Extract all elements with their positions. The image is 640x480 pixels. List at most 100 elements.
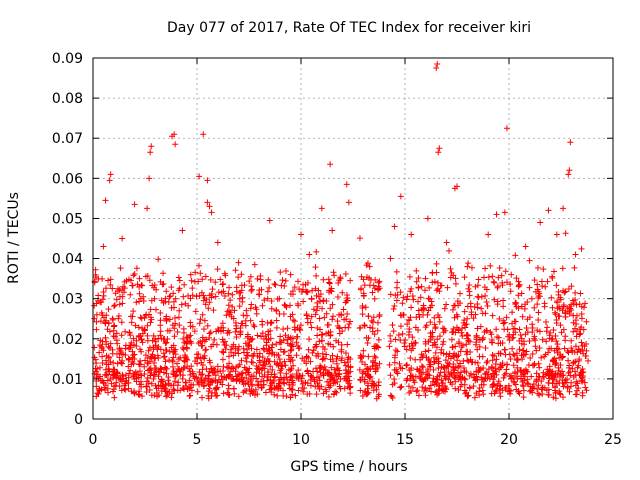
data-point (500, 320, 507, 327)
data-point (482, 265, 489, 272)
data-point (287, 347, 294, 354)
data-point (361, 378, 368, 385)
data-point (107, 358, 114, 365)
data-point (370, 319, 377, 326)
data-point (238, 271, 245, 278)
data-point (338, 312, 345, 319)
data-point (244, 333, 251, 340)
data-point (490, 278, 497, 285)
data-point (207, 359, 214, 366)
data-point (110, 386, 117, 393)
data-point (564, 376, 571, 383)
data-point (175, 274, 182, 281)
data-point (560, 303, 567, 310)
data-point (361, 282, 368, 289)
data-point (238, 357, 245, 364)
data-point (295, 345, 302, 352)
data-point (387, 392, 394, 399)
data-point (120, 289, 127, 296)
data-point (235, 259, 242, 266)
data-point (122, 386, 129, 393)
x-tick-label: 10 (292, 432, 310, 448)
data-point (462, 390, 469, 397)
data-point (130, 308, 137, 315)
data-point (542, 318, 549, 325)
data-point (448, 370, 455, 377)
data-point (583, 318, 590, 325)
data-point (138, 315, 145, 322)
data-point (544, 278, 551, 285)
data-point (534, 327, 541, 334)
data-point (498, 272, 505, 279)
data-point (576, 331, 583, 338)
data-point (326, 289, 333, 296)
data-point (114, 288, 121, 295)
data-point (175, 356, 182, 363)
data-point (520, 394, 527, 401)
data-point (122, 328, 129, 335)
data-point (212, 377, 219, 384)
data-point (322, 386, 329, 393)
data-point (570, 373, 577, 380)
data-point (420, 304, 427, 311)
data-point (141, 371, 148, 378)
data-point (526, 284, 533, 291)
data-point (93, 311, 100, 318)
data-point (268, 319, 275, 326)
data-point (544, 324, 551, 331)
data-point (479, 336, 486, 343)
data-point (417, 294, 424, 301)
data-point (360, 292, 367, 299)
data-point (180, 325, 187, 332)
data-point (266, 284, 273, 291)
data-point (470, 371, 477, 378)
data-point (256, 359, 263, 366)
data-point (268, 305, 275, 312)
data-point (117, 347, 124, 354)
data-point (518, 290, 525, 297)
data-point (413, 278, 420, 285)
data-point (435, 382, 442, 389)
data-point (119, 360, 126, 367)
data-point (574, 364, 581, 371)
data-point (392, 347, 399, 354)
data-point (287, 271, 294, 278)
data-point (203, 346, 210, 353)
data-point (199, 366, 206, 373)
data-point (136, 368, 143, 375)
data-point (393, 366, 400, 373)
data-point (308, 324, 315, 331)
data-point (248, 382, 255, 389)
data-point (308, 295, 315, 302)
data-point (211, 369, 218, 376)
data-point (266, 345, 273, 352)
data-point (328, 364, 335, 371)
data-point (261, 365, 268, 372)
data-point (155, 256, 162, 263)
data-point (278, 282, 285, 289)
data-point (165, 374, 172, 381)
data-point (566, 388, 573, 395)
data-point (286, 302, 293, 309)
data-point (273, 340, 280, 347)
data-point (233, 284, 240, 291)
data-point (103, 341, 110, 348)
data-point (148, 143, 155, 150)
data-point (221, 293, 228, 300)
data-point (224, 364, 231, 371)
data-point (220, 349, 227, 356)
data-point (434, 285, 441, 292)
data-point (464, 263, 471, 270)
data-point (297, 322, 304, 329)
data-point (312, 343, 319, 350)
data-point (449, 344, 456, 351)
data-point (426, 284, 433, 291)
data-point (113, 296, 120, 303)
data-point (296, 286, 303, 293)
data-point (416, 368, 423, 375)
data-point (220, 288, 227, 295)
data-point (386, 343, 393, 350)
data-point (553, 231, 560, 238)
data-point (116, 301, 123, 308)
data-point (107, 281, 114, 288)
